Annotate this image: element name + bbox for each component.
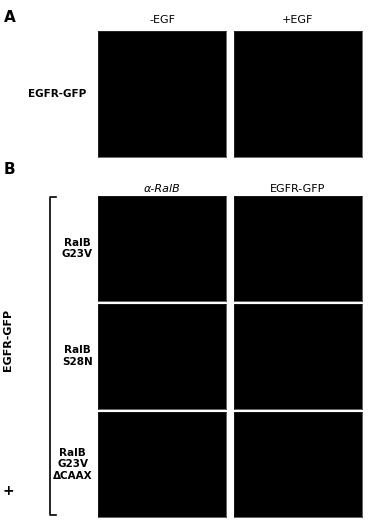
Text: EGFR-GFP: EGFR-GFP (28, 89, 86, 99)
Text: α-RalB: α-RalB (144, 184, 181, 194)
Text: EGFR-GFP: EGFR-GFP (3, 309, 13, 371)
Text: A: A (4, 10, 15, 26)
Text: B: B (4, 162, 15, 177)
Text: +: + (2, 484, 14, 498)
Text: RalB
S28N: RalB S28N (62, 346, 93, 367)
Text: RalB
G23V: RalB G23V (61, 238, 93, 259)
Text: +EGF: +EGF (282, 15, 314, 25)
Text: EGFR-GFP: EGFR-GFP (270, 184, 325, 194)
Text: -EGF: -EGF (149, 15, 175, 25)
Text: RalB
G23V
ΔCAAX: RalB G23V ΔCAAX (53, 447, 93, 481)
